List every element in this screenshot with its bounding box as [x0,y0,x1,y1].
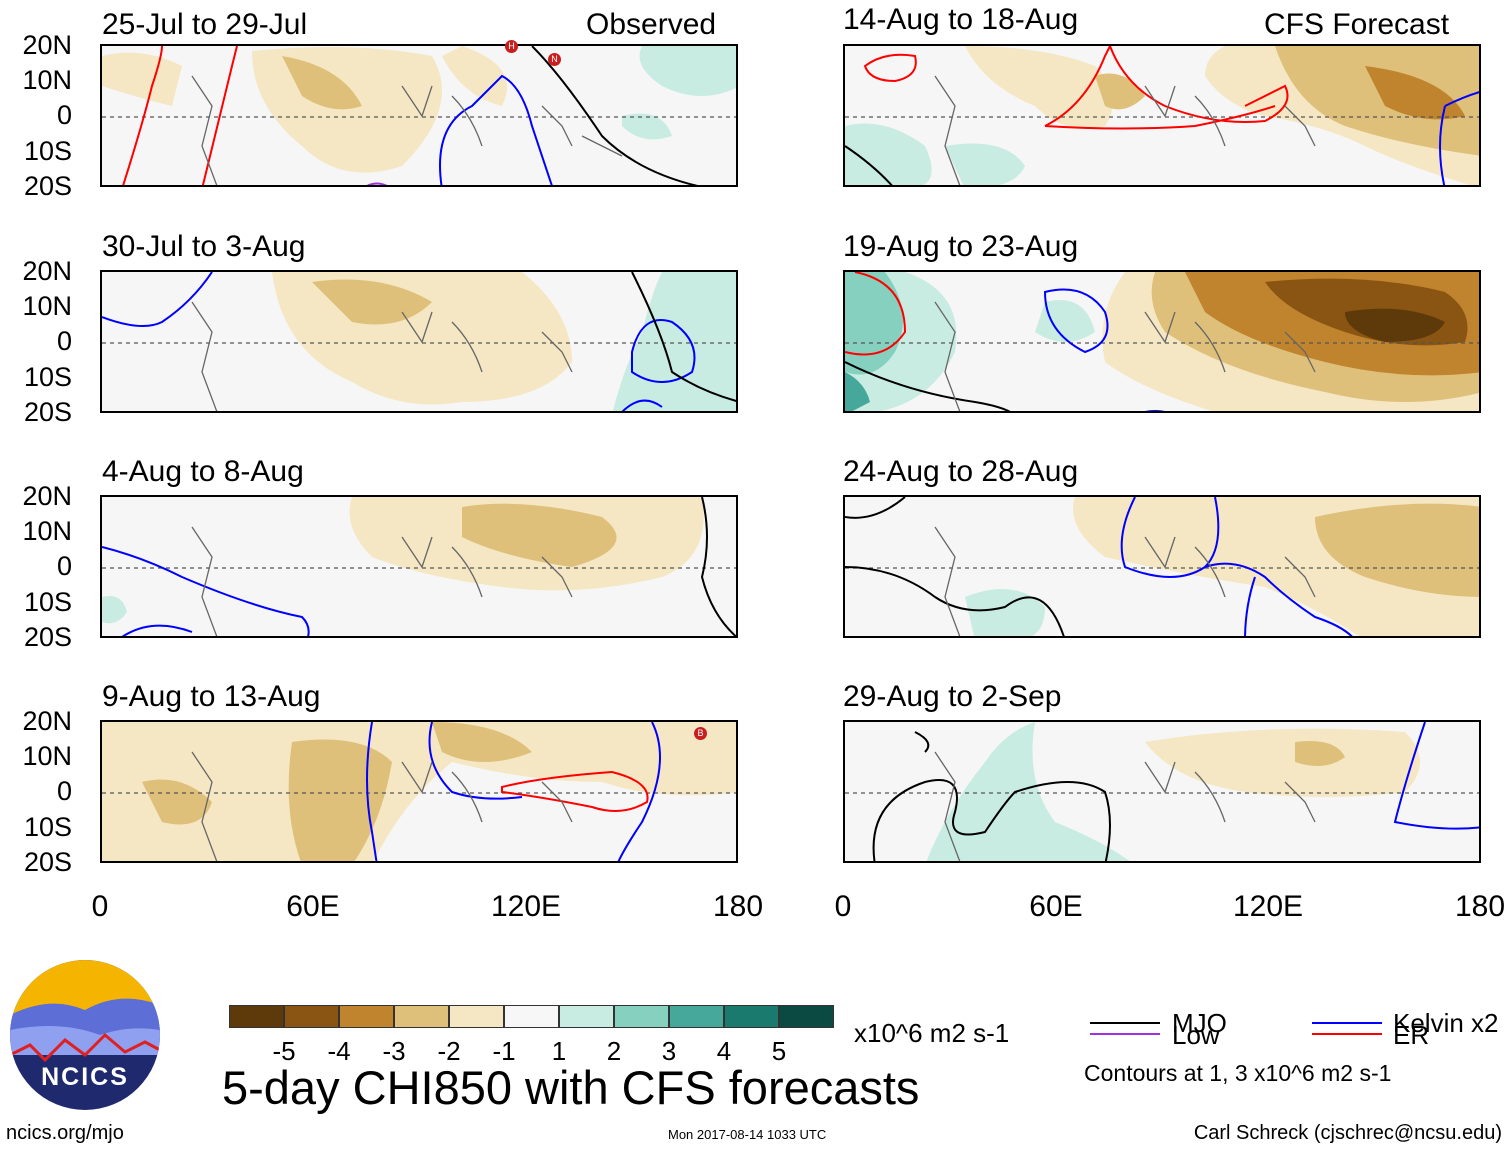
lat-label: 10S [23,362,72,392]
colorbar-label: -2 [437,1036,461,1066]
legend-label: MJO [1172,1008,1227,1038]
lat-label: 20S [23,847,72,877]
map-panel-30jul [100,270,738,413]
panel-title: 19-Aug to 23-Aug [843,230,1079,263]
colorbar-label: -4 [327,1036,351,1066]
map-panel-4aug [100,495,738,638]
colorbar-label: 2 [606,1036,622,1066]
lat-label: 0 [56,551,72,581]
colorbar-swatch [559,1005,614,1028]
lat-label: 10N [22,741,72,771]
colorbar-swatch [504,1005,559,1028]
panel-title: 25-Jul to 29-Jul [102,8,308,41]
panel-title: 14-Aug to 18-Aug [843,3,1079,36]
colorbar-label: -5 [272,1036,296,1066]
lon-label: 120E [1232,890,1304,923]
map-panel-19aug [843,270,1481,413]
lat-label: 0 [56,326,72,356]
cfs-forecast-label: CFS Forecast [1264,8,1450,41]
panel-title: 4-Aug to 8-Aug [102,455,304,488]
colorbar-label: 3 [661,1036,677,1066]
colorbar-swatch [339,1005,394,1028]
lat-label: 10S [23,136,72,166]
lat-label: 10S [23,812,72,842]
observed-label: Observed [586,8,717,41]
legend-label: Low [1172,1020,1220,1050]
lat-label: 20N [22,256,72,286]
storm-marker: H [505,40,518,53]
lat-label: 10S [23,587,72,617]
map-panel-24aug [843,495,1481,638]
storm-marker: N [548,53,561,66]
lat-label: 10N [22,291,72,321]
legend-line-er [1312,1033,1382,1035]
map-panel-9aug [100,720,738,863]
legend-line-low [1090,1033,1160,1035]
lon-label: 180 [712,890,764,923]
panel-title: 30-Jul to 3-Aug [102,230,306,263]
colorbar-label: 5 [771,1036,787,1066]
lat-label: 0 [56,776,72,806]
logo-text: NCICS [41,1063,129,1091]
colorbar-swatch [614,1005,669,1028]
ncics-logo: NCICS [10,960,160,1110]
panel-title: 29-Aug to 2-Sep [843,680,1062,713]
colorbar-swatch [284,1005,339,1028]
lon-label: 60E [1029,890,1083,923]
lon-label: 0 [91,890,109,923]
lat-label: 10N [22,65,72,95]
map-panel-29aug [843,720,1481,863]
colorbar-swatch [449,1005,504,1028]
legend-line-kelvin [1312,1022,1382,1024]
colorbar-swatch [779,1005,834,1028]
lat-label: 10N [22,516,72,546]
panel-title: 9-Aug to 13-Aug [102,680,321,713]
colorbar-label: 1 [551,1036,567,1066]
lat-label: 20N [22,706,72,736]
legend-label: ER [1393,1020,1430,1050]
lat-label: 20S [23,171,72,201]
lon-label: 0 [834,890,852,923]
map-panel-14aug [843,44,1481,187]
footer-url[interactable]: ncics.org/mjo [6,1122,124,1144]
lon-label: 180 [1454,890,1506,923]
colorbar-label: -1 [492,1036,516,1066]
colorbar-label: 4 [716,1036,732,1066]
lat-label: 20N [22,481,72,511]
colorbar-swatch [669,1005,724,1028]
lat-label: 20N [22,30,72,60]
lon-label: 60E [286,890,340,923]
colorbar-swatch [724,1005,779,1028]
map-panel-25jul [100,44,738,187]
footer-timestamp: Mon 2017-08-14 1033 UTC [668,1127,827,1142]
lon-label: 120E [490,890,562,923]
legend-line-mjo [1090,1022,1160,1024]
contours-note: Contours at 1, 3 x10^6 m2 s-1 [1084,1060,1392,1086]
colorbar-swatch [229,1005,284,1028]
lat-label: 20S [23,622,72,652]
legend-label: Kelvin x2 [1393,1008,1499,1038]
lat-label: 0 [56,100,72,130]
footer-author: Carl Schreck (cjschrec@ncsu.edu) [1193,1122,1502,1144]
colorbar-units: x10^6 m2 s-1 [854,1018,1010,1048]
colorbar-swatch [394,1005,449,1028]
colorbar-label: -3 [382,1036,406,1066]
lat-label: 20S [23,397,72,427]
main-title: 5-day CHI850 with CFS forecasts [222,1061,920,1114]
storm-marker: B [694,727,707,740]
panel-title: 24-Aug to 28-Aug [843,455,1079,488]
